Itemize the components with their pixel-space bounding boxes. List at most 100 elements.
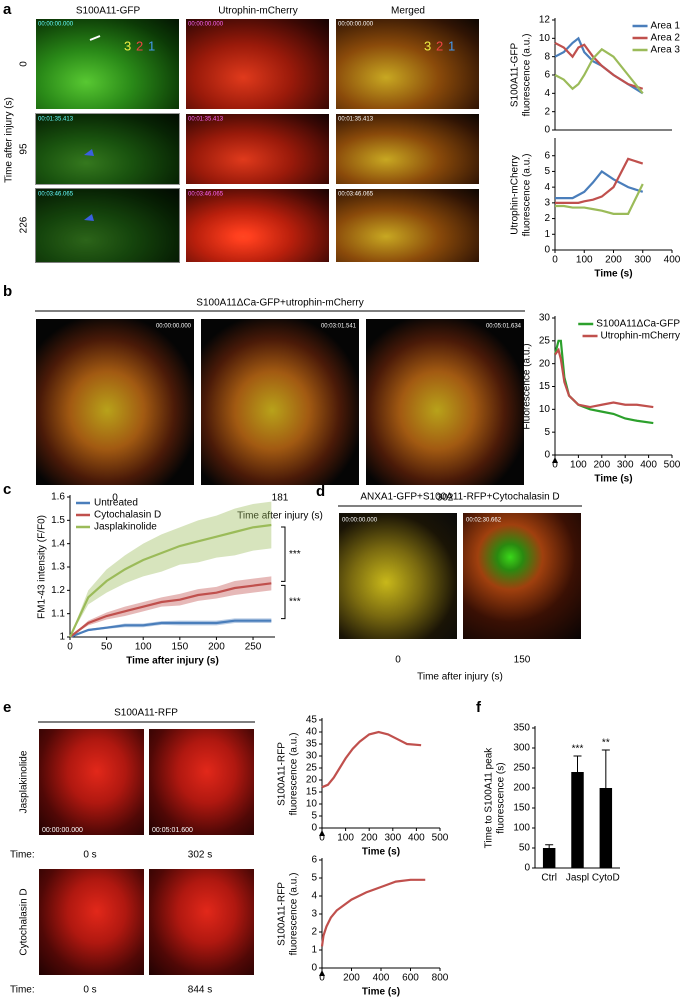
y-axis-label: S100A11-GFP <box>510 43 521 108</box>
panel-label: d <box>316 483 325 500</box>
frame-label: 302 <box>437 493 454 504</box>
y-tick-label: 3 <box>311 909 317 920</box>
series-line <box>321 730 422 789</box>
micrograph <box>462 512 582 640</box>
micrograph <box>38 868 145 976</box>
injury-marker <box>552 457 558 463</box>
y-tick-label: 1.4 <box>51 538 65 549</box>
x-axis-label: Time (s) <box>594 474 632 485</box>
y-axis-label: S100A11-RFP <box>277 742 288 806</box>
timestamp: 00:03:46.065 <box>338 192 374 198</box>
series-line <box>555 157 644 204</box>
arrowhead <box>84 149 94 156</box>
y-tick-label: 25 <box>539 335 551 346</box>
micrograph <box>35 318 195 486</box>
bar <box>599 788 613 868</box>
series-line <box>69 582 272 638</box>
y-tick-label: 30 <box>539 313 551 324</box>
series-line <box>69 523 272 638</box>
y-tick-label: 1 <box>59 632 65 643</box>
column-header: Utrophin-mCherry <box>218 6 297 17</box>
panel-title: S100A11ΔCa-GFP+utrophin-mCherry <box>196 298 363 309</box>
row-label: Cytochalasin D <box>19 888 30 955</box>
area-label: 1 <box>148 38 155 53</box>
y-tick-label: 0 <box>544 245 550 256</box>
x-tick-label: CytoD <box>592 873 620 884</box>
bar <box>542 848 556 868</box>
y-tick-label: 6 <box>311 855 317 866</box>
y-axis-label: S100A11-RFP <box>277 882 288 946</box>
legend-label: Utrophin-mCherry <box>601 331 680 342</box>
bar <box>571 772 584 868</box>
y-tick-label: 5 <box>544 166 550 177</box>
legend-label: Area 2 <box>651 33 681 44</box>
y-tick-label: 4 <box>544 182 550 193</box>
row-label: 95 <box>19 143 30 155</box>
panel-title: S100A11-RFP <box>114 708 178 719</box>
micrograph <box>185 18 330 110</box>
x-tick-label: 0 <box>319 973 325 984</box>
row-label: 226 <box>19 216 30 233</box>
panel-label: a <box>3 1 12 18</box>
y-tick-label: 2 <box>544 213 550 224</box>
timestamp: 00:01:35.413 <box>38 117 74 123</box>
micrograph <box>185 113 330 185</box>
x-tick-label: 100 <box>576 255 593 266</box>
timestamp: 00:00:00.000 <box>156 324 192 330</box>
y-tick-label: 30 <box>306 751 318 762</box>
y-tick-label: 8 <box>544 51 550 62</box>
significance-label: ** <box>602 738 610 749</box>
error-bar <box>545 844 554 848</box>
y-tick-label: 40 <box>306 727 318 738</box>
series-line <box>320 878 426 947</box>
y-tick-label: 6 <box>544 150 550 161</box>
y-axis-label: Utrophin-mCherry <box>510 155 521 234</box>
series-line <box>554 347 654 409</box>
x-tick-label: 100 <box>337 833 354 844</box>
y-tick-label: 1.1 <box>51 608 65 619</box>
x-tick-label: 200 <box>343 973 360 984</box>
y-axis-label: fluorescence (a.u.) <box>522 154 533 237</box>
y-tick-label: 1.2 <box>51 585 65 596</box>
micrograph <box>200 318 360 486</box>
y-tick-label: 25 <box>306 763 318 774</box>
micrograph <box>35 113 180 185</box>
micrograph <box>338 512 458 640</box>
column-header: S100A11-GFP <box>76 6 141 17</box>
frame-label: 0 <box>112 493 118 504</box>
y-tick-label: 4 <box>311 891 317 902</box>
x-tick-label: 600 <box>402 973 419 984</box>
y-tick-label: 15 <box>306 787 318 798</box>
x-tick-label: 200 <box>361 833 378 844</box>
significance-label: *** <box>289 549 301 560</box>
x-axis-label: Time (s) <box>362 987 400 998</box>
timestamp: 00:05:01.634 <box>486 324 522 330</box>
legend-label: Jasplakinolide <box>94 522 157 533</box>
y-tick-label: 0 <box>544 125 550 136</box>
x-tick-label: 0 <box>552 460 558 471</box>
x-tick-label: 400 <box>373 973 390 984</box>
x-tick-label: 400 <box>408 833 425 844</box>
x-tick-label: Ctrl <box>541 873 557 884</box>
panel-label: e <box>3 699 11 716</box>
micrograph <box>148 728 255 836</box>
x-tick-label: 200 <box>605 255 622 266</box>
micrograph <box>335 113 480 185</box>
frame-label: 0 <box>395 655 401 666</box>
injury-marker <box>319 830 325 836</box>
timestamp: 00:03:01.541 <box>321 324 357 330</box>
series-line <box>69 619 272 639</box>
y-tick-label: 200 <box>513 783 530 794</box>
legend-label: Area 1 <box>651 21 681 32</box>
row-label: 0 <box>19 61 30 67</box>
y-tick-label: 1.5 <box>51 515 65 526</box>
x-axis-label: Time (s) <box>362 847 400 858</box>
micrograph <box>365 318 525 486</box>
axis-label: Time after injury (s) <box>237 511 323 522</box>
y-axis-label: fluorescence (a.u.) <box>522 34 533 117</box>
error-bar <box>573 755 582 772</box>
series-line <box>554 47 644 95</box>
x-tick-label: Jaspl <box>566 873 589 884</box>
timestamp: 00:01:35.413 <box>338 117 374 123</box>
area-label: 1 <box>448 38 455 53</box>
